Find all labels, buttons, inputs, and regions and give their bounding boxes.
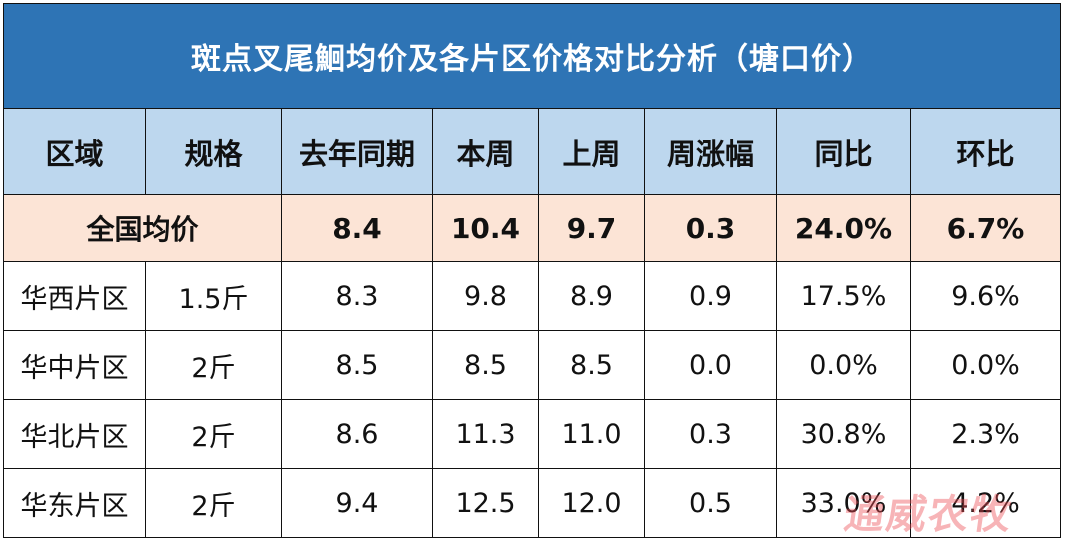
row-region: 华北片区 (3, 399, 146, 469)
row-yoy: 17.5% (776, 261, 911, 331)
row-this-week: 11.3 (432, 399, 539, 469)
row-yoy: 0.0% (776, 330, 911, 400)
table-row: 华东片区 2斤 9.4 12.5 12.0 0.5 33.0% 4.2% (3, 468, 1061, 538)
price-comparison-table: 斑点叉尾鮰均价及各片区价格对比分析（塘口价） 区域 规格 去年同期 本周 上周 … (3, 3, 1061, 538)
row-mom: 0.0% (910, 330, 1061, 400)
header-last-year: 去年同期 (281, 108, 433, 195)
header-yoy: 同比 (776, 108, 911, 195)
header-row: 区域 规格 去年同期 本周 上周 周涨幅 同比 环比 (3, 108, 1061, 195)
row-spec: 2斤 (145, 399, 282, 469)
row-spec: 1.5斤 (145, 261, 282, 331)
row-spec: 2斤 (145, 468, 282, 538)
row-last-year: 9.4 (281, 468, 433, 538)
header-mom: 环比 (910, 108, 1061, 195)
national-label: 全国均价 (3, 194, 282, 262)
row-region: 华中片区 (3, 330, 146, 400)
table-row: 华中片区 2斤 8.5 8.5 8.5 0.0 0.0% 0.0% (3, 330, 1061, 400)
header-spec: 规格 (145, 108, 282, 195)
row-mom: 4.2% (910, 468, 1061, 538)
row-weekly-change: 0.3 (644, 399, 777, 469)
header-last-week: 上周 (538, 108, 645, 195)
price-table-container: 斑点叉尾鮰均价及各片区价格对比分析（塘口价） 区域 规格 去年同期 本周 上周 … (3, 3, 1061, 539)
table-row: 华北片区 2斤 8.6 11.3 11.0 0.3 30.8% 2.3% (3, 399, 1061, 469)
row-region: 华西片区 (3, 261, 146, 331)
row-last-week: 8.9 (538, 261, 645, 331)
national-mom: 6.7% (910, 194, 1061, 262)
row-last-year: 8.6 (281, 399, 433, 469)
row-weekly-change: 0.0 (644, 330, 777, 400)
row-region: 华东片区 (3, 468, 146, 538)
table-row: 华西片区 1.5斤 8.3 9.8 8.9 0.9 17.5% 9.6% (3, 261, 1061, 331)
table-title: 斑点叉尾鮰均价及各片区价格对比分析（塘口价） (3, 3, 1061, 109)
row-weekly-change: 0.9 (644, 261, 777, 331)
row-last-year: 8.5 (281, 330, 433, 400)
row-last-week: 11.0 (538, 399, 645, 469)
row-this-week: 8.5 (432, 330, 539, 400)
national-yoy: 24.0% (776, 194, 911, 262)
national-weekly-change: 0.3 (644, 194, 777, 262)
row-last-week: 8.5 (538, 330, 645, 400)
row-this-week: 9.8 (432, 261, 539, 331)
row-mom: 2.3% (910, 399, 1061, 469)
title-row: 斑点叉尾鮰均价及各片区价格对比分析（塘口价） (3, 3, 1061, 109)
national-last-week: 9.7 (538, 194, 645, 262)
row-yoy: 33.0% (776, 468, 911, 538)
header-region: 区域 (3, 108, 146, 195)
header-this-week: 本周 (432, 108, 539, 195)
row-last-year: 8.3 (281, 261, 433, 331)
row-yoy: 30.8% (776, 399, 911, 469)
header-weekly-change: 周涨幅 (644, 108, 777, 195)
row-last-week: 12.0 (538, 468, 645, 538)
national-this-week: 10.4 (432, 194, 539, 262)
national-average-row: 全国均价 8.4 10.4 9.7 0.3 24.0% 6.7% (3, 194, 1061, 262)
row-mom: 9.6% (910, 261, 1061, 331)
row-weekly-change: 0.5 (644, 468, 777, 538)
row-spec: 2斤 (145, 330, 282, 400)
national-last-year: 8.4 (281, 194, 433, 262)
row-this-week: 12.5 (432, 468, 539, 538)
